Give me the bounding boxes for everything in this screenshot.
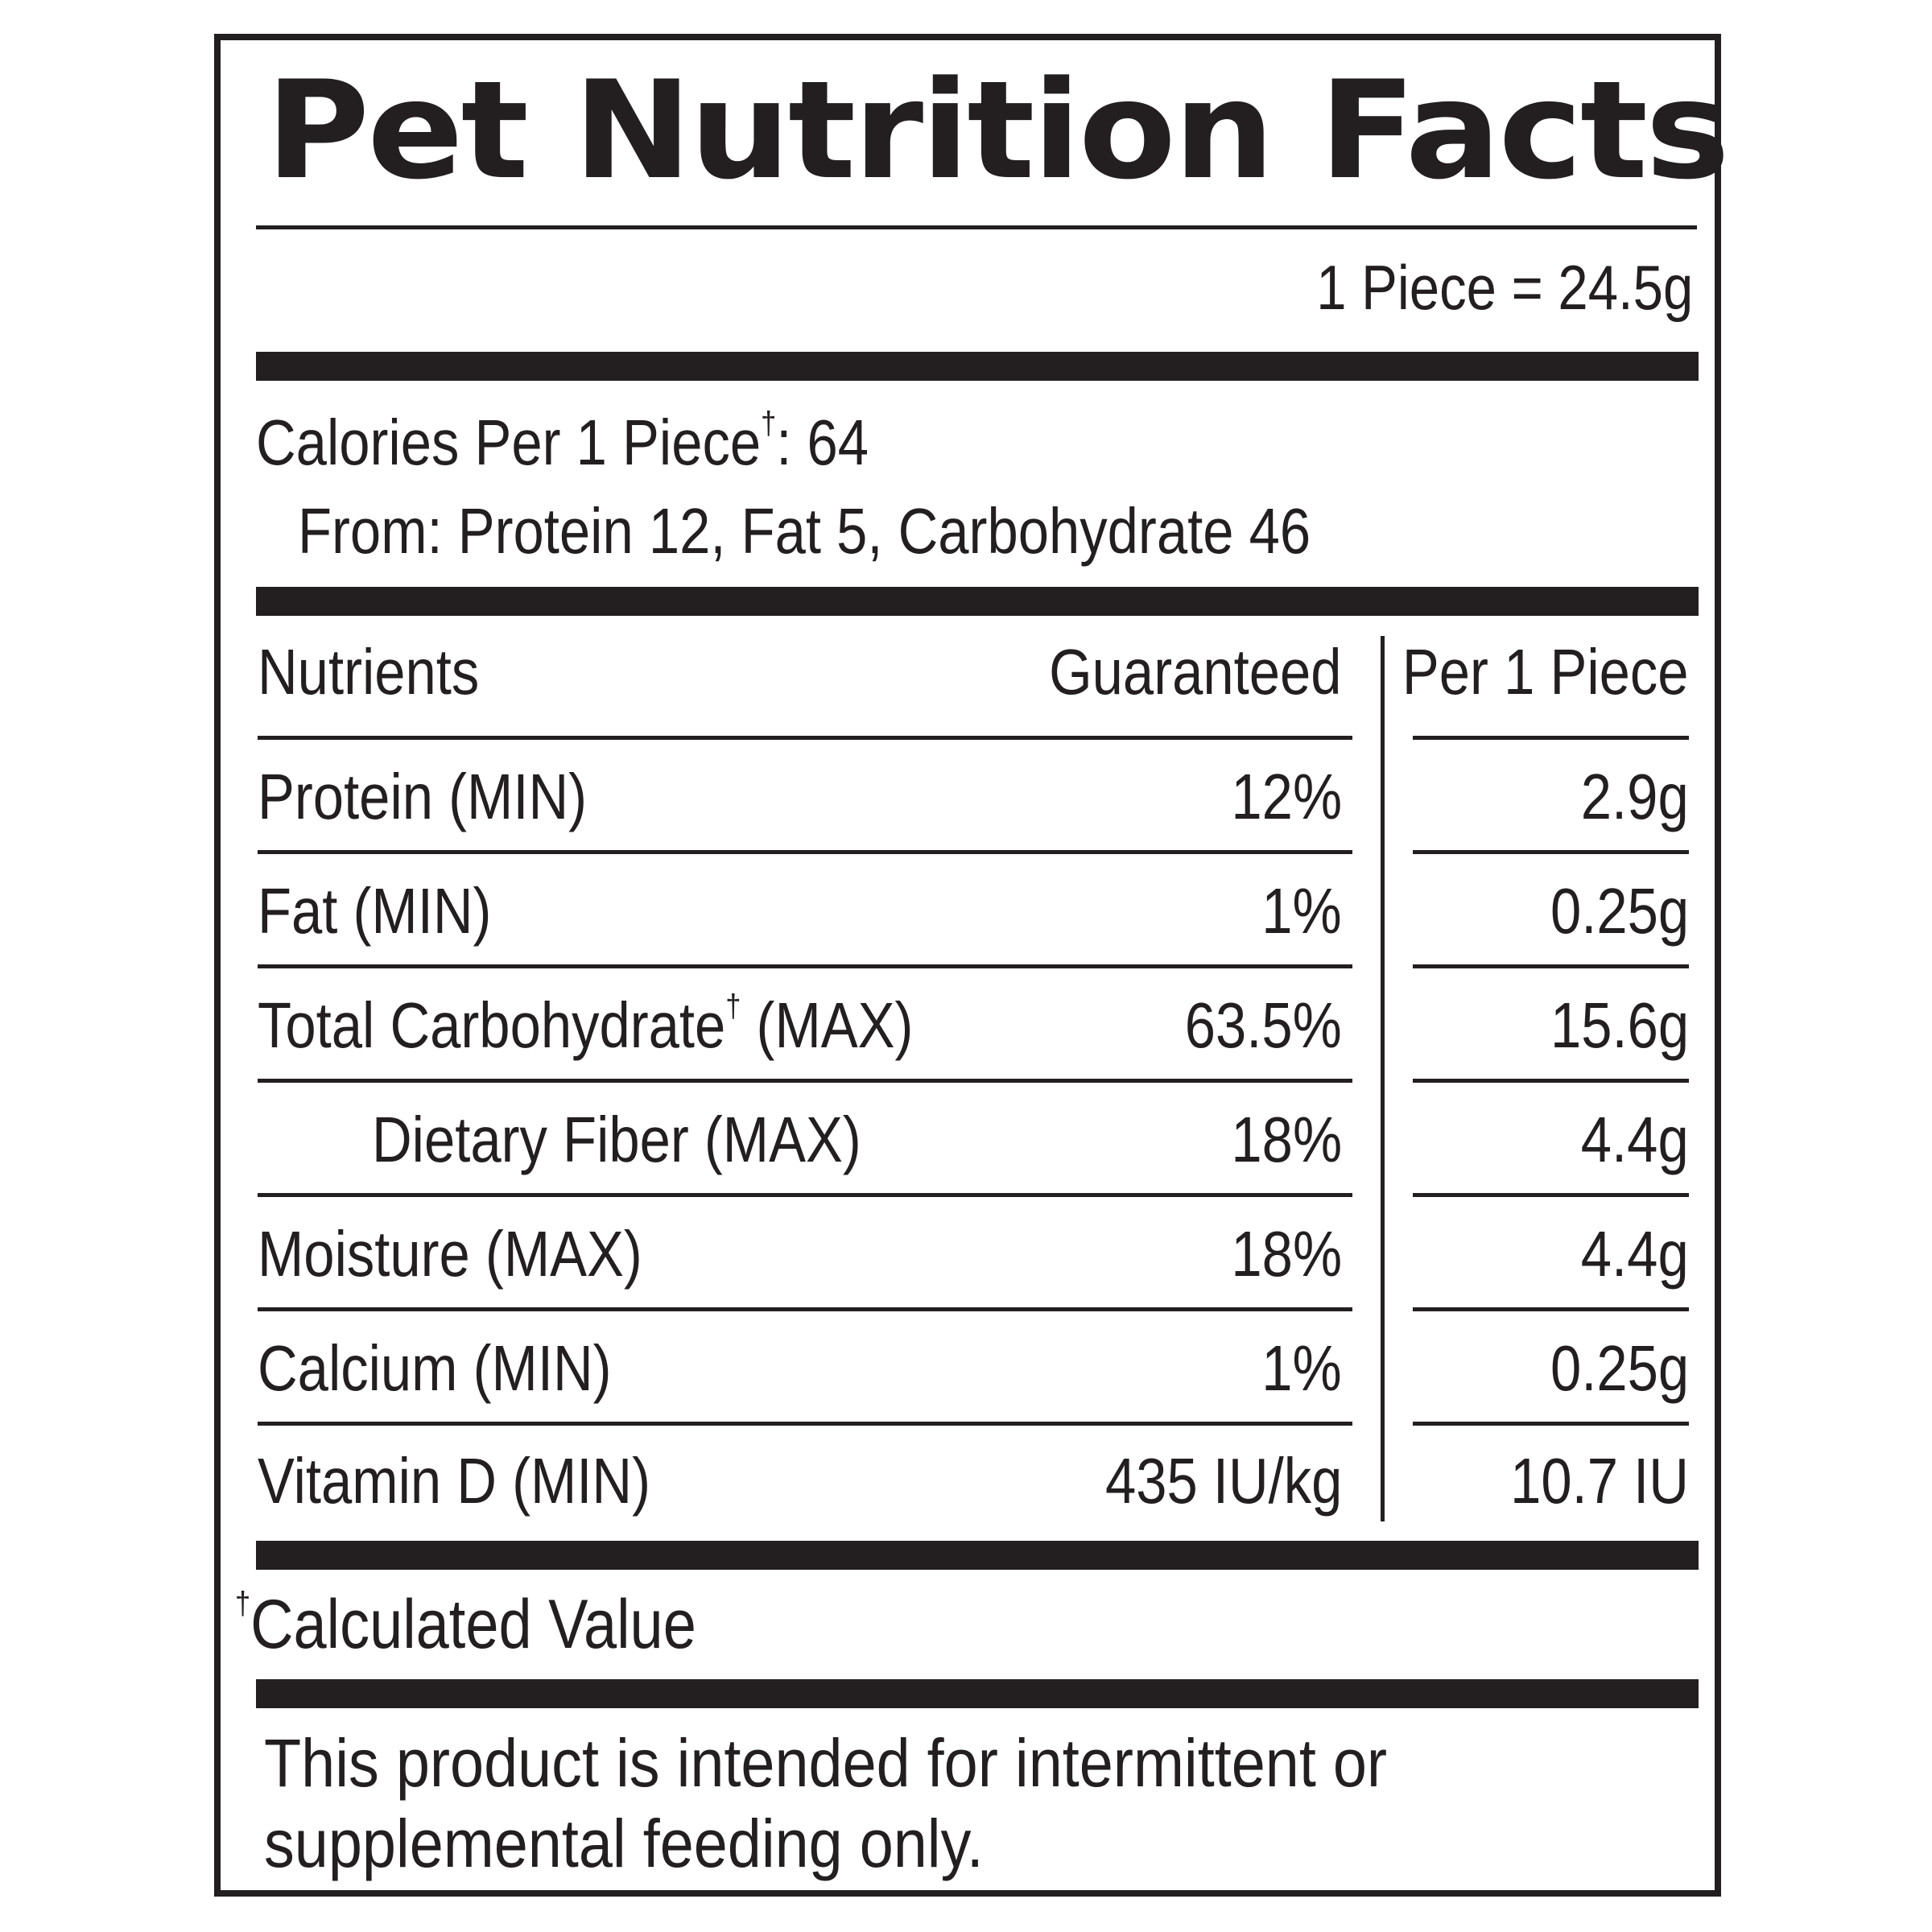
nutrient-name-protein: Protein (MIN) <box>258 761 588 832</box>
row-rule-left <box>258 736 1352 740</box>
row-rule-right <box>1413 1307 1689 1311</box>
footnote-thick-rule <box>256 1679 1699 1708</box>
per-piece-dietary-fiber: 4.4g <box>1581 1104 1689 1175</box>
guaranteed-vitamin-d: 435 IU/kg <box>1104 1445 1342 1517</box>
header-per-piece: Per 1 Piece <box>1402 636 1689 708</box>
guaranteed-calcium: 1% <box>1261 1332 1342 1404</box>
nutrient-name-fat: Fat (MIN) <box>258 875 492 947</box>
row-rule-right <box>1413 1422 1689 1426</box>
nutrient-name-calcium: Calcium (MIN) <box>258 1332 612 1404</box>
row-rule-left <box>258 964 1352 968</box>
per-piece-fat: 0.25g <box>1550 875 1689 947</box>
row-rule-right <box>1413 736 1689 740</box>
nutrient-name-vitamin-d: Vitamin D (MIN) <box>258 1445 651 1517</box>
title-divider <box>256 225 1697 229</box>
table-bottom-thick-rule <box>256 1541 1699 1570</box>
row-rule-left <box>258 1079 1352 1083</box>
nutrition-label-border <box>214 34 1721 1897</box>
row-rule-right <box>1413 850 1689 854</box>
calories-from-line: From: Protein 12, Fat 5, Carbohydrate 46 <box>298 495 1311 567</box>
row-rule-left <box>258 1193 1352 1197</box>
footnote-calculated-value: †Calculated Value <box>235 1586 696 1663</box>
label-title: Pet Nutrition Facts <box>266 52 1730 209</box>
per-piece-protein: 2.9g <box>1581 761 1689 832</box>
nutrient-name-moisture: Moisture (MAX) <box>258 1218 642 1290</box>
nutrient-name-dietary-fiber: Dietary Fiber (MAX) <box>372 1104 861 1175</box>
guaranteed-moisture: 18% <box>1231 1218 1342 1290</box>
guaranteed-fat: 1% <box>1261 875 1342 947</box>
header-nutrients: Nutrients <box>258 636 480 708</box>
row-rule-right <box>1413 1079 1689 1083</box>
disclaimer-line-1: This product is intended for intermitten… <box>264 1725 1388 1801</box>
column-divider <box>1381 636 1385 1521</box>
row-rule-left <box>258 1307 1352 1311</box>
guaranteed-dietary-fiber: 18% <box>1231 1104 1342 1175</box>
header-guaranteed: Guaranteed <box>1049 636 1342 708</box>
per-piece-vitamin-d: 10.7 IU <box>1510 1445 1689 1517</box>
nutrient-name-total-carbohydrate: Total Carbohydrate† (MAX) <box>258 989 914 1061</box>
row-rule-right <box>1413 1193 1689 1197</box>
per-piece-moisture: 4.4g <box>1581 1218 1689 1290</box>
guaranteed-protein: 12% <box>1231 761 1342 832</box>
disclaimer-line-2: supplemental feeding only. <box>264 1806 984 1881</box>
per-piece-total-carbohydrate: 15.6g <box>1550 989 1689 1061</box>
calories-line: Calories Per 1 Piece†: 64 <box>256 406 869 478</box>
guaranteed-total-carbohydrate: 63.5% <box>1184 989 1342 1061</box>
row-rule-right <box>1413 964 1689 968</box>
row-rule-left <box>258 850 1352 854</box>
per-piece-calcium: 0.25g <box>1550 1332 1689 1404</box>
serving-thick-rule <box>256 352 1699 381</box>
serving-size: 1 Piece = 24.5g <box>1315 252 1693 323</box>
row-rule-left <box>258 1422 1352 1426</box>
calories-thick-rule <box>256 587 1699 616</box>
